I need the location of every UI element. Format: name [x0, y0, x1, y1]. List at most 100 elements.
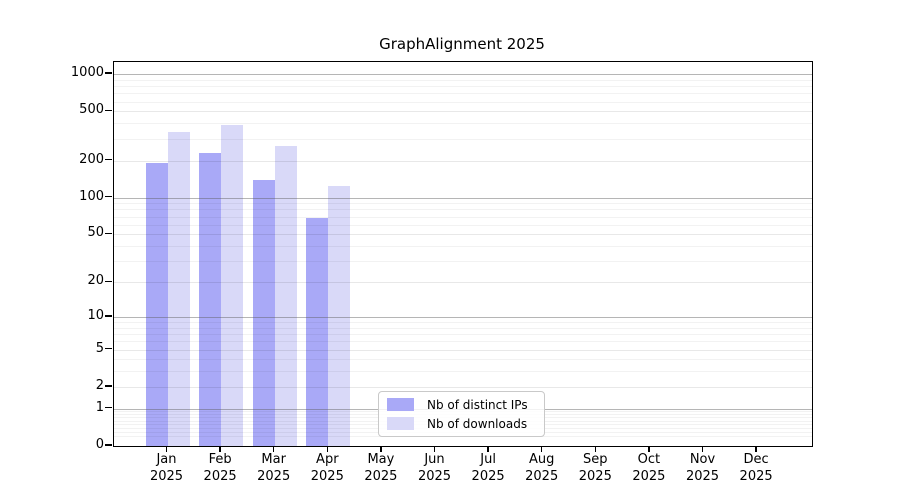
x-tick-label-jan: Jan 2025 — [135, 452, 199, 485]
y-tick-mark-10 — [105, 315, 112, 317]
month-year: 2025 — [525, 468, 559, 484]
month-year: 2025 — [310, 468, 344, 484]
x-tick-mark-jul — [487, 446, 489, 452]
y-tick-mark-500 — [105, 109, 112, 112]
month-name: Apr — [316, 452, 339, 467]
x-tick-mark-aug — [541, 446, 543, 452]
y-tick-mark-100 — [105, 195, 112, 198]
y-tick-mark-5 — [105, 347, 112, 350]
y-tick-mark-200 — [105, 158, 112, 161]
gridline-100 — [114, 197, 812, 199]
x-tick-label-oct: Oct 2025 — [617, 452, 681, 485]
month-name: May — [367, 452, 395, 467]
gridline-1000 — [114, 74, 812, 76]
x-tick-mark-dec — [755, 446, 757, 452]
month-name: Dec — [743, 452, 769, 467]
x-tick-label-sep: Sep 2025 — [563, 452, 627, 485]
y-tick-mark-1 — [105, 407, 112, 409]
month-year: 2025 — [685, 468, 720, 484]
x-tick-label-mar: Mar 2025 — [242, 452, 306, 485]
x-tick-mark-apr — [326, 446, 328, 452]
minor-gridline — [114, 86, 812, 88]
x-tick-label-apr: Apr 2025 — [295, 452, 359, 485]
legend-item-downloads: Nb of downloads — [387, 415, 536, 432]
x-tick-mark-jun — [433, 446, 436, 452]
chart-title: GraphAlignment 2025 — [379, 35, 545, 53]
month-name: Sep — [583, 452, 608, 467]
minor-gridline — [114, 93, 812, 95]
x-tick-mark-feb — [219, 446, 221, 452]
gridline-10 — [114, 316, 812, 318]
x-tick-label-feb: Feb 2025 — [188, 452, 252, 485]
bars-layer — [114, 62, 812, 446]
bar-distinct-ips-feb — [199, 153, 222, 446]
legend: Nb of distinct IPs Nb of downloads — [378, 391, 545, 437]
month-name: Jul — [480, 452, 496, 467]
y-tick-label-0: 0 — [95, 437, 104, 452]
y-tick-label-1000: 1000 — [70, 65, 104, 81]
minor-gridline — [114, 371, 812, 373]
y-tick-label-5: 5 — [95, 340, 104, 356]
gridlines-layer — [114, 62, 812, 446]
y-tick-label-50: 50 — [87, 225, 104, 241]
bar-downloads-mar — [274, 146, 297, 446]
month-year: 2025 — [632, 468, 666, 484]
y-tick-label-100: 100 — [79, 188, 104, 204]
minor-gridline — [114, 334, 812, 336]
x-tick-mark-nov — [701, 446, 704, 452]
bar-distinct-ips-mar — [252, 179, 275, 446]
minor-gridline — [114, 138, 812, 140]
x-tick-label-nov: Nov 2025 — [671, 452, 735, 485]
x-tick-mark-oct — [648, 446, 650, 452]
legend-label-downloads: Nb of downloads — [427, 416, 528, 431]
month-year: 2025 — [203, 468, 237, 484]
month-name: Oct — [637, 452, 661, 467]
y-tick-label-10: 10 — [87, 307, 104, 323]
month-year: 2025 — [578, 468, 612, 484]
month-year: 2025 — [417, 468, 452, 484]
month-year: 2025 — [739, 468, 773, 484]
gridline-500 — [114, 111, 812, 113]
x-tick-label-jun: Jun 2025 — [403, 452, 467, 485]
minor-gridline — [114, 79, 812, 81]
month-name: Nov — [689, 452, 716, 467]
month-year: 2025 — [471, 468, 505, 484]
minor-gridline — [114, 209, 812, 211]
y-tick-mark-20 — [105, 280, 112, 282]
x-tick-label-jul: Jul 2025 — [456, 452, 520, 485]
plot-area — [113, 61, 813, 447]
x-tick-label-may: May 2025 — [349, 452, 413, 485]
month-name: Feb — [208, 452, 232, 467]
month-year: 2025 — [364, 468, 398, 484]
y-tick-mark-1000 — [105, 72, 112, 74]
y-tick-label-500: 500 — [79, 102, 104, 118]
legend-label-distinct-ips: Nb of distinct IPs — [427, 397, 528, 412]
legend-item-distinct-ips: Nb of distinct IPs — [387, 396, 536, 413]
y-tick-mark-2 — [105, 385, 112, 387]
gridline-2 — [114, 386, 812, 388]
minor-gridline — [114, 327, 812, 329]
x-tick-label-aug: Aug 2025 — [510, 452, 574, 485]
y-tick-mark-50 — [105, 232, 112, 235]
month-year: 2025 — [149, 468, 184, 484]
bar-distinct-ips-jan — [145, 163, 168, 446]
minor-gridline — [114, 359, 812, 361]
y-tick-label-200: 200 — [79, 151, 104, 167]
bar-downloads-feb — [221, 124, 244, 446]
minor-gridline — [114, 123, 812, 125]
x-tick-mark-may — [380, 446, 382, 452]
legend-swatch-distinct-ips — [387, 398, 414, 411]
x-tick-label-dec: Dec 2025 — [724, 452, 788, 485]
minor-gridline — [114, 246, 812, 248]
y-tick-mark-0 — [105, 444, 112, 446]
minor-gridline — [114, 224, 812, 226]
x-tick-mark-mar — [273, 446, 275, 452]
x-tick-mark-sep — [594, 446, 596, 452]
y-tick-label-2: 2 — [95, 377, 104, 393]
month-name: Jun — [424, 452, 445, 467]
minor-gridline — [114, 203, 812, 205]
minor-gridline — [114, 216, 812, 218]
minor-gridline — [114, 101, 812, 103]
minor-gridline — [114, 261, 812, 263]
month-name: Mar — [261, 452, 286, 467]
